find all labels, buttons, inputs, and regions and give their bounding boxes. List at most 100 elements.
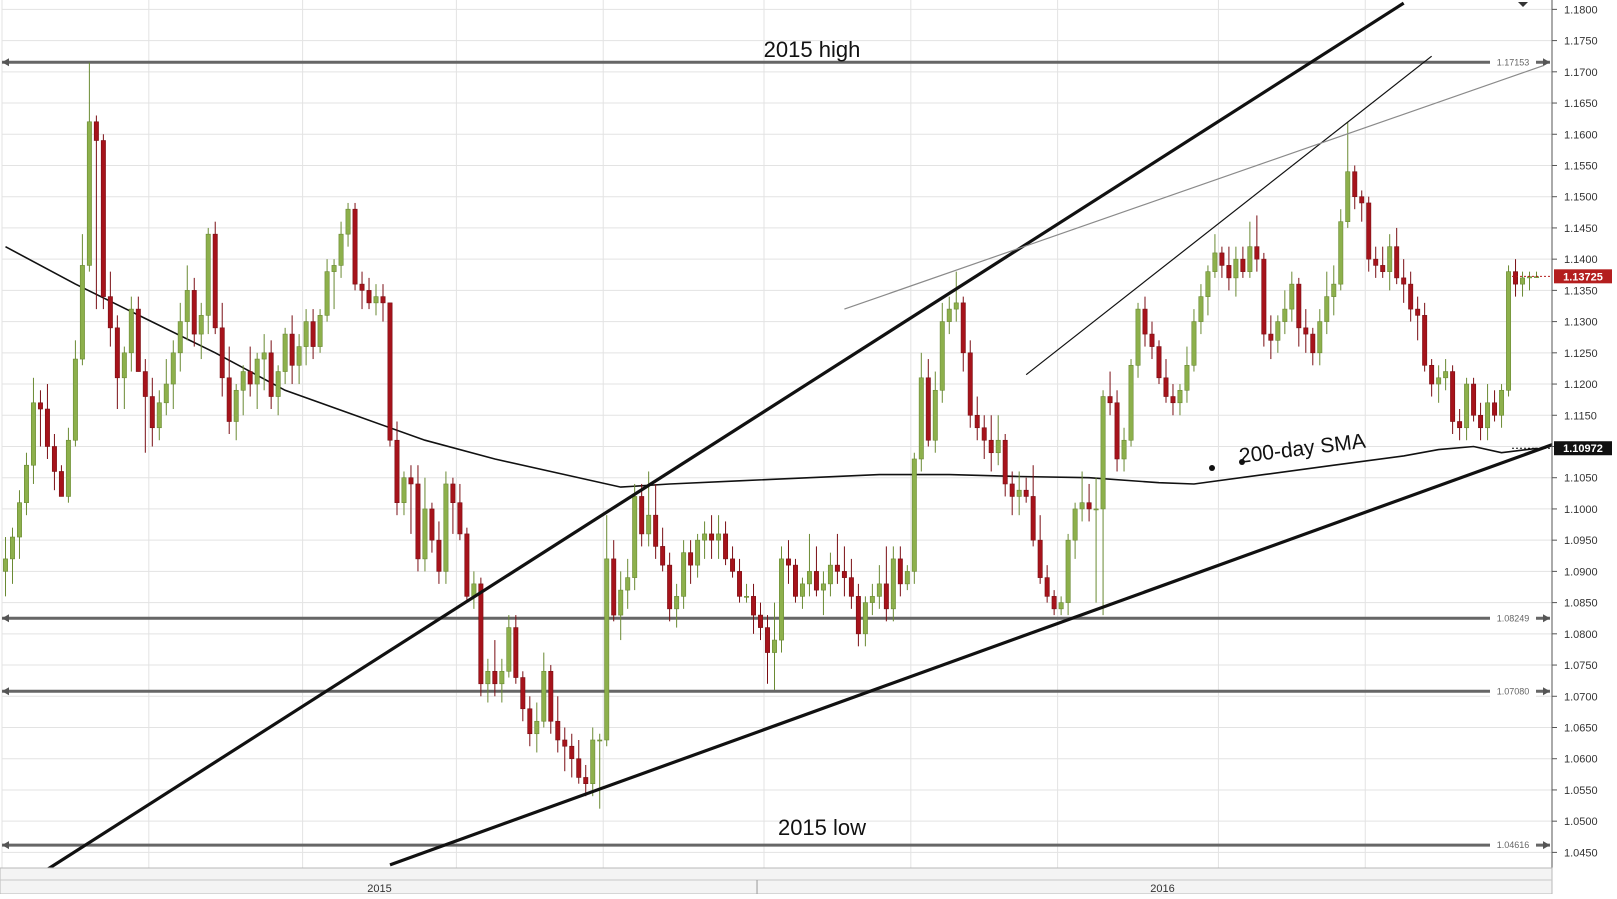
candle [128,296,134,372]
candle-body [261,352,267,360]
candle-body [967,352,973,416]
dropdown-arrow-icon[interactable] [1518,2,1528,7]
candle [1380,246,1386,278]
candle-body [688,552,694,566]
candle [317,309,323,353]
candle [1198,284,1204,335]
candle [925,359,931,447]
candle [345,202,351,247]
candle [156,390,162,441]
grid [1,0,1552,868]
candle [618,571,624,641]
candle [786,540,791,584]
y-tick-label: 1.1500 [1564,192,1598,204]
candle [380,284,386,322]
candle [499,658,505,703]
candle-body [1443,371,1449,379]
candle-body [149,396,155,429]
y-tick-label: 1.1750 [1564,36,1598,48]
candle-body [415,483,421,560]
candle [904,565,910,591]
candle [974,396,980,441]
candle [58,465,64,497]
candle [1422,302,1428,372]
candle [51,434,57,491]
candle-body [960,302,966,354]
trend-line [389,443,1552,867]
candle [373,284,379,316]
candle [653,483,659,559]
candle [1478,402,1484,441]
candle [1303,309,1309,353]
candle [897,546,903,597]
candle-body [450,483,456,503]
candle-body [331,265,337,272]
candle [1107,371,1113,416]
candle [1163,359,1169,403]
candle-body [163,383,169,404]
candle [366,277,372,310]
candle [1212,234,1218,278]
candle [254,352,260,410]
candle-body [869,596,875,603]
candle [408,465,414,534]
y-tick-label: 1.1250 [1564,348,1598,360]
candle [1324,271,1330,335]
candle [918,352,924,472]
high-annotation: 2015 high [764,37,861,62]
candle-body [1331,283,1337,297]
y-tick-label: 1.1700 [1564,67,1598,79]
candle-body [1114,402,1120,460]
candle-body [604,558,610,741]
candle [1135,302,1141,378]
level-right-arrow-icon [1543,58,1550,67]
candle [72,340,78,447]
candle-body [247,371,253,385]
candle-body [310,321,316,347]
candle [436,521,442,584]
candle [205,227,211,335]
candle [520,671,526,722]
candle-body [709,533,715,541]
candle-body [499,670,505,685]
candle-body [1100,396,1106,510]
candle-body [660,546,666,566]
candle [716,515,722,559]
price-tag [1554,441,1612,456]
candle [1065,533,1071,616]
candle-body [1513,271,1518,285]
candle [534,702,540,753]
candle-body [765,627,770,653]
candle-body [813,571,819,591]
candle-body [457,502,463,535]
y-tick-label: 1.0800 [1564,629,1598,641]
level-right-arrow-icon [1543,687,1550,696]
candle [758,602,763,641]
y-tick-label: 1.0900 [1564,566,1598,578]
candle [485,658,491,703]
candle [555,696,561,753]
candle-body [653,514,659,547]
candle [590,727,596,797]
candle-body [93,121,99,141]
candle-body [1359,196,1365,204]
y-tick-label: 1.1800 [1564,4,1598,16]
candle [289,315,295,385]
candle [1317,309,1323,366]
candle [65,427,71,503]
candle [890,546,896,622]
candle-body [492,670,498,685]
candle-body [10,536,15,560]
candle [862,596,868,647]
candle [695,533,701,578]
candle-body [758,614,763,628]
candle-body [1289,283,1295,310]
candle-body [1107,396,1113,404]
candle [1051,590,1057,616]
candle [142,359,148,453]
candle-body [387,302,393,441]
candle [506,615,512,678]
candle [198,302,204,360]
candle [1240,246,1246,278]
candle-body [65,439,71,497]
